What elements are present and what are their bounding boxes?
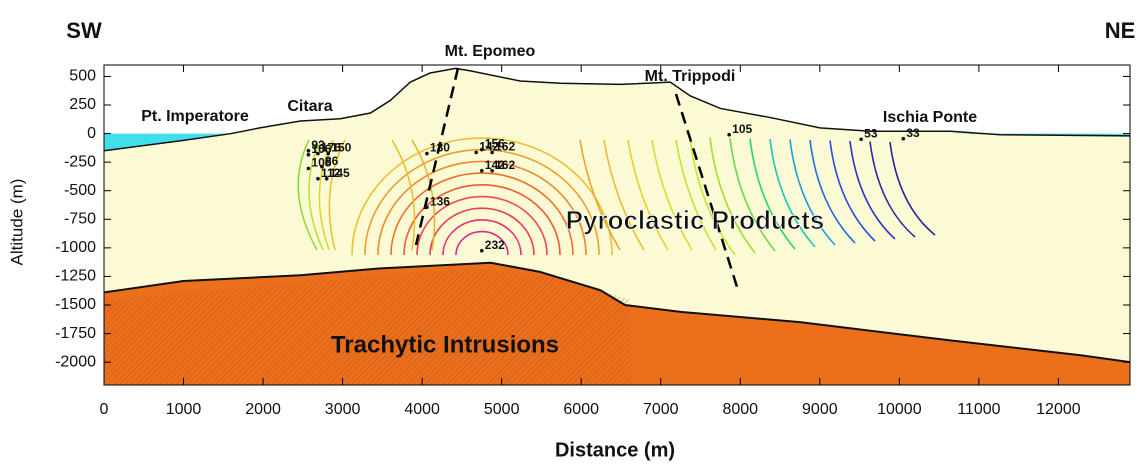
y-tick-label: -250 bbox=[64, 153, 96, 170]
x-tick-label: 4000 bbox=[404, 401, 440, 418]
point-label: 150 bbox=[331, 141, 351, 155]
data-point bbox=[480, 148, 484, 152]
chart: SW NE Distance (m) Altitude (m) 93176106… bbox=[0, 0, 1146, 464]
x-tick-label: 7000 bbox=[643, 401, 679, 418]
x-axis-label: Distance (m) bbox=[555, 439, 675, 461]
y-tick-label: -1750 bbox=[55, 325, 96, 342]
x-tick-label: 11000 bbox=[957, 401, 1000, 418]
point-label: 162 bbox=[495, 140, 515, 154]
y-tick-label: -1250 bbox=[55, 268, 96, 285]
x-tick-label: 8000 bbox=[722, 401, 758, 418]
data-point bbox=[859, 137, 863, 141]
unit-label: Pyroclastic Products bbox=[566, 205, 825, 235]
x-tick-label: 3000 bbox=[325, 401, 361, 418]
place-label: Pt. Imperatore bbox=[141, 108, 249, 125]
data-point bbox=[474, 151, 478, 155]
place-label: Citara bbox=[287, 98, 332, 115]
y-tick-label: -1500 bbox=[55, 296, 96, 313]
y-tick-label: -500 bbox=[64, 182, 96, 199]
direction-label: NE bbox=[1105, 18, 1136, 43]
data-point bbox=[902, 137, 906, 141]
y-tick-label: 500 bbox=[69, 68, 96, 85]
x-tick-label: 6000 bbox=[563, 401, 599, 418]
x-tick-label: 5000 bbox=[484, 401, 520, 418]
y-tick-label: -2000 bbox=[55, 353, 96, 370]
y-tick-label: -1000 bbox=[55, 239, 96, 256]
point-label: 162 bbox=[495, 158, 515, 172]
point-label: 105 bbox=[732, 122, 752, 136]
place-label: Mt. Trippodi bbox=[645, 68, 736, 85]
data-point bbox=[307, 149, 311, 153]
place-label: Ischia Ponte bbox=[883, 109, 977, 126]
x-tick-label: 0 bbox=[100, 401, 109, 418]
point-label: 112 bbox=[321, 166, 341, 180]
point-label: 130 bbox=[430, 141, 450, 155]
data-point bbox=[425, 205, 429, 209]
data-point bbox=[480, 169, 484, 173]
point-label: 232 bbox=[485, 238, 505, 252]
point-label: 53 bbox=[864, 126, 878, 140]
x-tick-label: 10000 bbox=[877, 401, 922, 418]
y-tick-label: 250 bbox=[69, 96, 96, 113]
x-tick-label: 9000 bbox=[802, 401, 838, 418]
data-point bbox=[307, 153, 311, 157]
point-label: 33 bbox=[906, 126, 920, 140]
direction-label: SW bbox=[66, 18, 102, 43]
y-tick-label: 0 bbox=[87, 125, 96, 142]
x-tick-label: 2000 bbox=[245, 401, 281, 418]
x-tick-label: 1000 bbox=[166, 401, 202, 418]
unit-label: Trachytic Intrusions bbox=[331, 331, 559, 358]
x-tick-label: 12000 bbox=[1036, 401, 1081, 418]
point-label: 136 bbox=[430, 194, 450, 208]
y-tick-label: -750 bbox=[64, 211, 96, 228]
place-label: Mt. Epomeo bbox=[445, 43, 536, 60]
data-point bbox=[307, 167, 311, 171]
data-point bbox=[490, 151, 494, 155]
data-point bbox=[316, 177, 320, 181]
data-point bbox=[425, 152, 429, 156]
data-point bbox=[480, 249, 484, 253]
y-axis-label: Altitude (m) bbox=[7, 179, 26, 266]
data-point bbox=[727, 133, 731, 137]
data-point bbox=[490, 169, 494, 173]
